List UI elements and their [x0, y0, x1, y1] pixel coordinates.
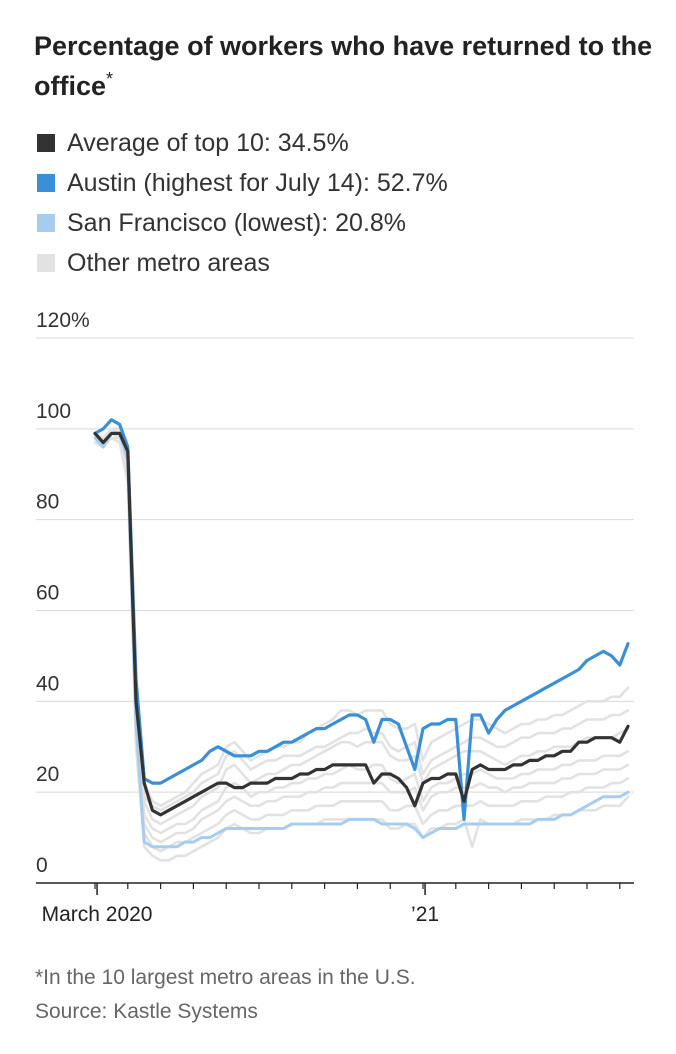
series-line-low — [93, 431, 630, 849]
footnote: *In the 10 largest metro areas in the U.… — [35, 966, 416, 989]
series-line-other-1 — [93, 432, 630, 826]
y-tick-label: 120% — [36, 309, 90, 332]
line-chart: 0 20 40 60 80 100 120% March 2020 ’21 — [36, 309, 634, 926]
chart-title-text: Percentage of workers who have returned … — [34, 31, 653, 101]
y-tick-label: 100 — [36, 400, 71, 423]
legend-label-san-francisco: San Francisco (lowest): 20.8% — [67, 208, 407, 237]
tick-labels: 0 20 40 60 80 100 120% March 2020 ’21 — [36, 309, 439, 926]
x-tick-label: ’21 — [411, 903, 439, 926]
y-tick-label: 0 — [36, 854, 48, 877]
legend-label-other-metros: Other metro areas — [67, 248, 270, 277]
legend-swatch-other-metros — [37, 254, 55, 272]
legend-item-other-metros: Other metro areas — [37, 243, 448, 283]
series-line-other-3 — [93, 436, 630, 844]
legend-label-average: Average of top 10: 34.5% — [67, 128, 349, 157]
series-line-other-6 — [93, 427, 630, 812]
legend: Average of top 10: 34.5% Austin (highest… — [37, 123, 448, 283]
series-line-other-0 — [93, 427, 630, 808]
legend-item-austin: Austin (highest for July 14): 52.7% — [37, 163, 448, 203]
series-lines — [93, 418, 630, 862]
y-tick-label: 40 — [36, 672, 59, 695]
x-axis — [36, 882, 634, 895]
legend-item-san-francisco: San Francisco (lowest): 20.8% — [37, 203, 448, 243]
chart-notes: *In the 10 largest metro areas in the U.… — [35, 961, 416, 1029]
y-tick-label: 80 — [36, 491, 59, 514]
series-line-other-4 — [93, 432, 630, 853]
legend-item-average: Average of top 10: 34.5% — [37, 123, 448, 163]
series-line-high — [93, 418, 630, 821]
source-credit: Source: Kastle Systems — [35, 1000, 258, 1023]
chart-title: Percentage of workers who have returned … — [34, 26, 654, 106]
title-footnote-marker: * — [106, 69, 114, 89]
series-line-other-2 — [93, 432, 630, 835]
y-tick-label: 20 — [36, 763, 59, 786]
legend-swatch-san-francisco — [37, 214, 55, 232]
series-line-average — [93, 431, 630, 817]
x-tick-label: March 2020 — [42, 903, 153, 926]
legend-swatch-austin — [37, 174, 55, 192]
y-tick-label: 60 — [36, 582, 59, 605]
legend-swatch-average — [37, 134, 55, 152]
legend-label-austin: Austin (highest for July 14): 52.7% — [67, 168, 448, 197]
